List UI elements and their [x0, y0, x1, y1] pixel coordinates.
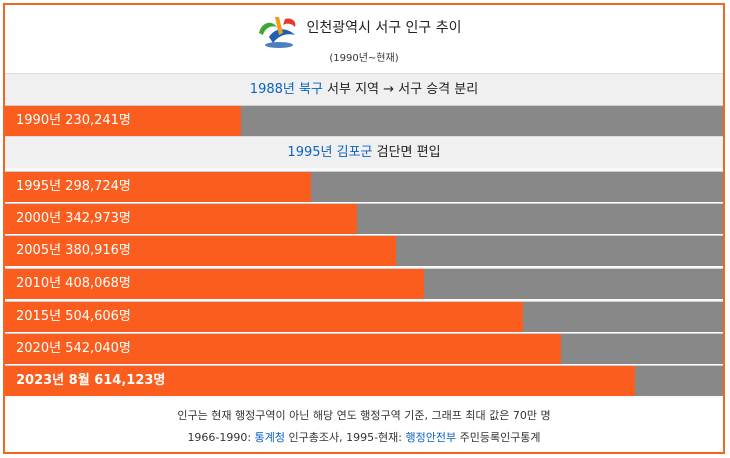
bar-label-1995: 1995년 298,724명 — [16, 179, 131, 194]
bar-fill-1995 — [5, 172, 312, 202]
link-gimpo[interactable]: 김포군 — [336, 145, 373, 160]
link-mois[interactable]: 행정안전부 — [405, 431, 457, 444]
bar-label-2010: 2010년 408,068명 — [16, 276, 131, 291]
infobox-footer: 인구는 현재 행정구역이 아닌 해당 연도 행정구역 기준, 그래프 최대 값은… — [5, 398, 723, 452]
bar-row-2005: 2005년 380,916명 — [5, 235, 723, 266]
source-text-a: 1966-1990: — [187, 431, 255, 444]
link-1988[interactable]: 1988년 — [249, 82, 295, 97]
bar-label-2020: 2020년 542,040명 — [16, 341, 131, 356]
link-bukgu[interactable]: 북구 — [298, 82, 323, 97]
bar-fill-2023 — [5, 366, 635, 396]
note-row-1988: 1988년 북구 서부 지역 → 서구 승격 분리 — [5, 73, 723, 105]
footer-sources: 1966-1990: 통계청 인구총조사, 1995-현재: 행정안전부 주민등… — [5, 429, 723, 445]
bar-label-2015: 2015년 504,606명 — [16, 309, 131, 324]
bar-row-2000: 2000년 342,973명 — [5, 203, 723, 234]
bar-row-2020: 2020년 542,040명 — [5, 333, 723, 364]
bar-fill-2015 — [5, 302, 523, 332]
bar-label-2000: 2000년 342,973명 — [16, 211, 131, 226]
note-row-1995: 1995년 김포군 검단면 편입 — [5, 136, 723, 168]
bar-label-1990: 1990년 230,241명 — [16, 113, 131, 128]
bar-fill-1990 — [5, 106, 242, 136]
bar-row-2023: 2023년 8월 614,123명 — [5, 365, 723, 396]
bar-fill-2005 — [5, 236, 396, 266]
bar-fill-2000 — [5, 204, 357, 234]
bar-fill-2020 — [5, 334, 561, 364]
footer-note: 인구는 현재 행정구역이 아닌 해당 연도 행정구역 기준, 그래프 최대 값은… — [177, 409, 551, 422]
infobox-header: 인천광역시 서구 인구 추이 (1990년~현재) — [5, 5, 723, 73]
bar-label-2023: 2023년 8월 614,123명 — [16, 373, 166, 388]
chart-title: 인천광역시 서구 인구 추이 — [306, 20, 462, 36]
bar-row-1990: 1990년 230,241명 — [5, 105, 723, 136]
bar-row-2010: 2010년 408,068명 — [5, 268, 723, 299]
bar-fill-2010 — [5, 269, 424, 299]
bar-label-2005: 2005년 380,916명 — [16, 243, 131, 258]
link-kostat[interactable]: 통계청 — [254, 431, 285, 444]
bar-row-2015: 2015년 504,606명 — [5, 301, 723, 332]
source-text-c: 주민등록인구통계 — [456, 431, 541, 444]
bar-row-1995: 1995년 298,724명 — [5, 171, 723, 202]
source-text-b: 인구총조사, 1995-현재: — [284, 431, 406, 444]
seo-gu-logo-icon — [259, 17, 296, 48]
population-infobox: 인천광역시 서구 인구 추이 (1990년~현재) 1988년 북구 서부 지역… — [3, 3, 725, 454]
note-text-1995: 검단면 편입 — [372, 145, 441, 160]
note-text-1988: 서부 지역 → 서구 승격 분리 — [322, 82, 479, 97]
link-1995[interactable]: 1995년 — [287, 145, 333, 160]
chart-subtitle: (1990년~현재) — [329, 53, 399, 64]
